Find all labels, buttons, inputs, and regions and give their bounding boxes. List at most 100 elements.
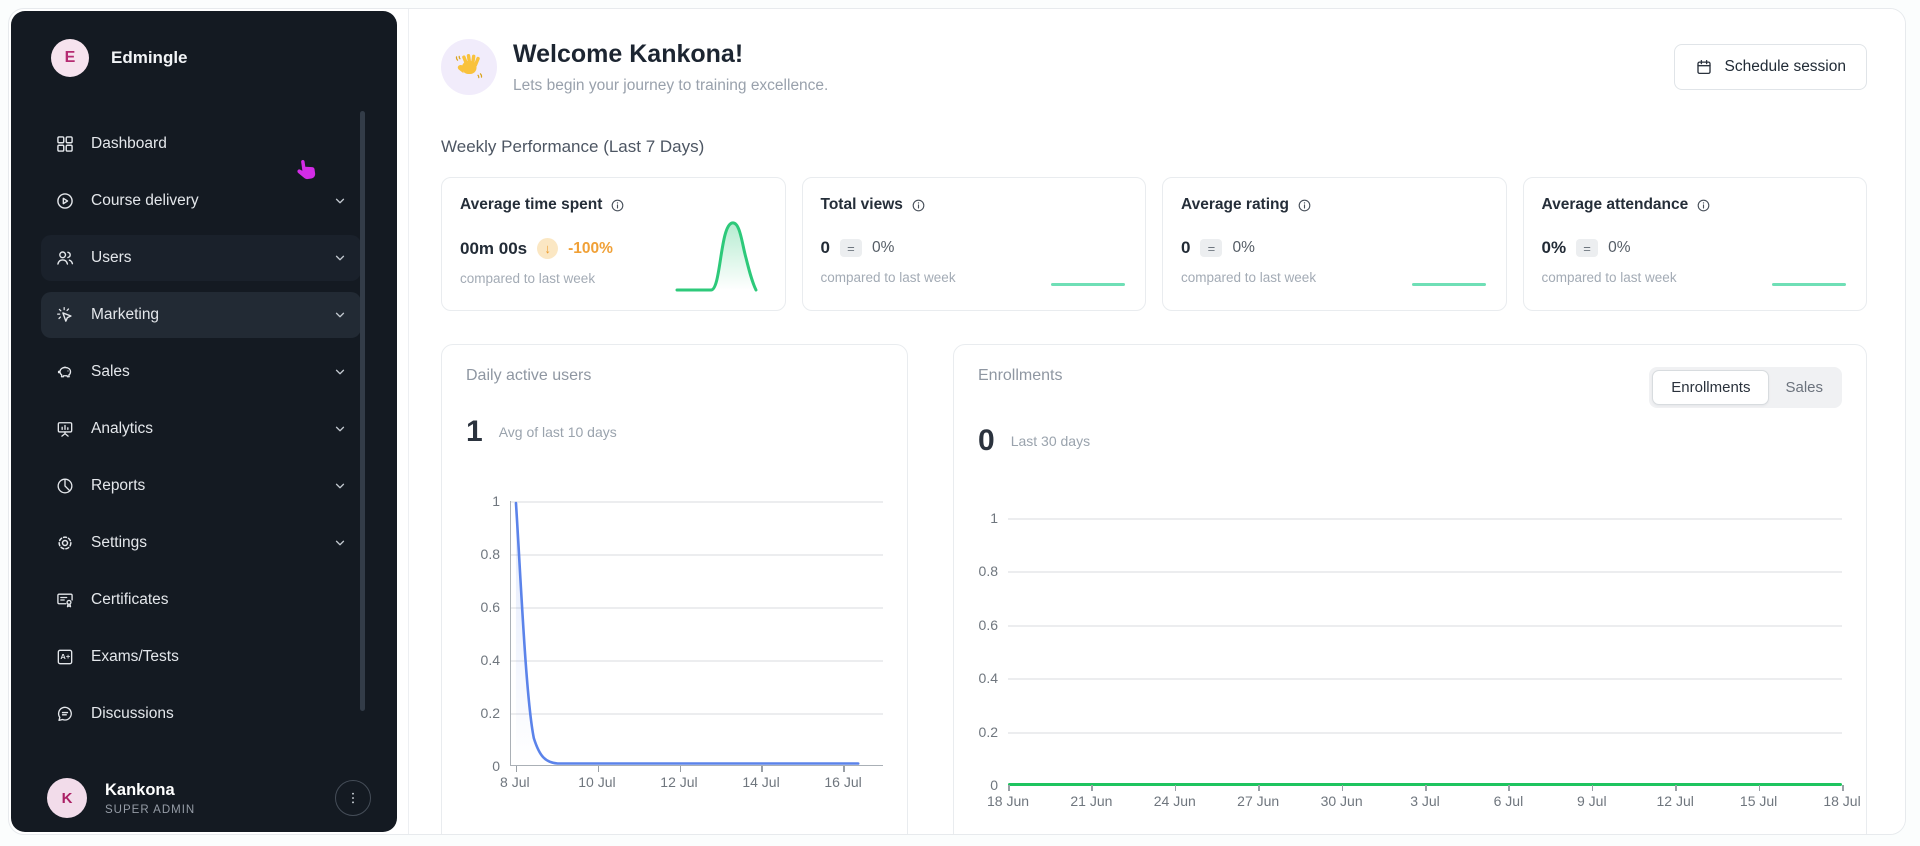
user-profile[interactable]: K Kankona SUPER ADMIN <box>11 778 397 818</box>
presenter-cursor-icon <box>297 159 316 180</box>
sidebar: E Edmingle Dashboard Course delivery Use… <box>11 11 397 832</box>
stat-value: 0 <box>1181 238 1191 257</box>
sidebar-item-label: Reports <box>91 477 146 494</box>
profile-menu-button[interactable] <box>335 780 371 816</box>
stat-value: 0 <box>820 238 830 257</box>
sidebar-item-exams-tests[interactable]: A+ Exams/Tests <box>41 634 361 680</box>
x-tick-label: 24 Jun <box>1153 793 1196 809</box>
sidebar-item-label: Analytics <box>91 420 154 437</box>
equals-icon: = <box>839 239 862 257</box>
users-icon <box>57 251 74 265</box>
chevron-down-icon <box>335 540 345 546</box>
stat-value-row: 0 = 0% <box>821 238 1128 258</box>
grid-icon <box>57 136 73 152</box>
brand: E Edmingle <box>11 11 397 77</box>
enroll-line-series <box>1008 783 1842 786</box>
piggy-bank-icon <box>57 366 72 378</box>
chart-value-row: 1 Avg of last 10 days <box>466 415 883 449</box>
gear-icon <box>58 536 72 550</box>
charts-row: Daily active users 1 Avg of last 10 days… <box>441 344 1867 834</box>
enrollments-sales-toggle: Enrollments Sales <box>1649 367 1842 408</box>
schedule-session-label: Schedule session <box>1724 58 1847 75</box>
tab-enrollments[interactable]: Enrollments <box>1652 370 1770 405</box>
x-tick-label: 27 Jun <box>1237 793 1280 809</box>
x-tick-label: 30 Jun <box>1320 793 1363 809</box>
y-tick-label: 0.6 <box>480 599 500 615</box>
sidebar-scrollbar[interactable] <box>360 111 365 711</box>
sidebar-item-certificates[interactable]: Certificates <box>41 577 361 623</box>
stat-title: Average time spent <box>460 196 767 214</box>
stat-compare-label: compared to last week <box>1181 270 1317 285</box>
sidebar-item-discussions[interactable]: Discussions <box>41 691 361 737</box>
chart-subtitle: Avg of last 10 days <box>498 424 617 440</box>
certificate-icon <box>57 593 73 608</box>
avatar: K <box>47 778 87 818</box>
chevron-down-icon <box>335 198 345 204</box>
sidebar-item-sales[interactable]: Sales <box>41 349 361 395</box>
info-icon[interactable] <box>1297 198 1312 213</box>
sidebar-item-analytics[interactable]: Analytics <box>41 406 361 452</box>
stat-title-text: Average time spent <box>460 196 603 213</box>
sidebar-item-course-delivery[interactable]: Course delivery <box>41 178 361 224</box>
y-tick-label: 1 <box>990 510 998 526</box>
equals-icon: = <box>1576 239 1599 257</box>
profile-name: Kankona <box>105 780 175 799</box>
sidebar-nav: Dashboard Course delivery Users Marketin… <box>11 121 397 737</box>
chevron-down-icon <box>335 483 345 489</box>
sidebar-item-settings[interactable]: Settings <box>41 520 361 566</box>
stat-compare-label: compared to last week <box>1541 270 1677 285</box>
x-tick-label: 18 Jun <box>986 793 1030 809</box>
x-tick-label: 21 Jun <box>1070 793 1113 809</box>
sidebar-item-label: Marketing <box>91 306 160 323</box>
chart-subtitle: Last 30 days <box>1010 433 1091 449</box>
cursor-click-icon <box>57 307 72 322</box>
chart-big-value: 1 <box>466 415 483 448</box>
stat-cards-row: Average time spent 00m 00s ↓ -100% compa… <box>441 177 1867 311</box>
stat-delta: 0% <box>871 239 895 256</box>
sidebar-item-marketing[interactable]: Marketing <box>41 292 361 338</box>
sidebar-item-dashboard[interactable]: Dashboard <box>41 121 361 167</box>
stat-value: 00m 00s <box>460 238 528 258</box>
sidebar-item-label: Sales <box>91 363 130 380</box>
x-tick-label: 15 Jul <box>1739 793 1778 809</box>
x-tick-label: 8 Jul <box>500 774 530 790</box>
sidebar-item-users[interactable]: Users <box>41 235 361 281</box>
sidebar-item-label: Course delivery <box>91 192 199 209</box>
chart-title: Daily active users <box>466 367 592 384</box>
stat-compare-label: compared to last week <box>820 270 956 285</box>
x-tick-label: 12 Jul <box>1656 793 1694 809</box>
play-circle-icon <box>57 193 73 209</box>
stat-value-row: 0% = 0% <box>1542 238 1849 258</box>
enrollments-header: Enrollments Enrollments Sales <box>978 367 1842 408</box>
tab-sales[interactable]: Sales <box>1785 379 1823 396</box>
chart-big-value: 0 <box>978 424 995 457</box>
stat-card-average-rating: Average rating 0 = 0% compared to last w… <box>1162 177 1507 311</box>
daily-chart: 1 0.8 0.6 0.4 0.2 0 <box>466 493 883 774</box>
y-tick-label: 0.4 <box>978 670 998 686</box>
sidebar-item-label: Certificates <box>91 591 169 608</box>
stat-card-average-time-spent: Average time spent 00m 00s ↓ -100% compa… <box>441 177 786 311</box>
y-tick-label: 0 <box>492 758 500 774</box>
stat-delta: 0% <box>1232 239 1255 256</box>
stat-card-total-views: Total views 0 = 0% compared to last week <box>801 177 1146 311</box>
app-window: E Edmingle Dashboard Course delivery Use… <box>8 8 1906 835</box>
daily-y-axis: 1 0.8 0.6 0.4 0.2 0 <box>466 493 510 774</box>
chart-title: Enrollments <box>978 367 1063 384</box>
chart-value-row: 0 Last 30 days <box>978 424 1842 458</box>
stat-value-row: 00m 00s ↓ -100% <box>460 238 767 259</box>
waving-hand-icon <box>441 39 497 95</box>
trend-sparkline <box>675 221 757 292</box>
info-icon[interactable] <box>911 198 926 213</box>
sidebar-item-reports[interactable]: Reports <box>41 463 361 509</box>
info-icon[interactable] <box>610 198 625 213</box>
welcome-banner: Welcome Kankona! Lets begin your journey… <box>441 39 1867 95</box>
y-tick-label: 0 <box>990 777 998 793</box>
enroll-y-axis: 1 0.8 0.6 0.4 0.2 0 <box>978 510 1008 793</box>
x-tick-label: 16 Jul <box>824 774 862 790</box>
info-icon[interactable] <box>1696 198 1711 213</box>
daily-line-series <box>511 501 883 765</box>
weekly-performance-heading: Weekly Performance (Last 7 Days) <box>441 137 705 156</box>
chevron-down-icon <box>335 426 345 432</box>
stat-title-text: Average rating <box>1181 196 1289 213</box>
schedule-session-button[interactable]: Schedule session <box>1673 44 1867 90</box>
